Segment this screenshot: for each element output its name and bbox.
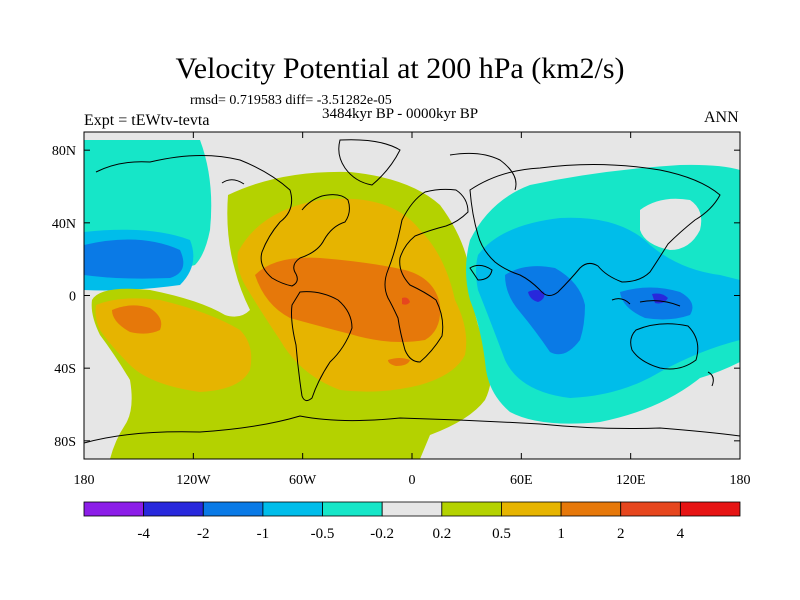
colorbar-label: -0.2: [370, 526, 394, 542]
axis-ticks: 180 120W 60W 0 60E 120E 180 80N 40N 0 40S 80S: [52, 132, 751, 488]
field-east-cyan: [476, 217, 740, 398]
x-tick-label: 60E: [510, 473, 533, 488]
field-northpacific-hole: [640, 198, 702, 250]
colorbar-swatch: [381, 501, 443, 517]
colorbar-label: -4: [137, 526, 150, 542]
colorbar-label: -1: [257, 526, 270, 542]
map-field: [84, 132, 740, 459]
x-tick-label: 180: [74, 473, 95, 488]
x-tick-label: 120W: [176, 473, 211, 488]
field-spacific-darkorange: [112, 305, 162, 334]
x-tick-label: 180: [730, 473, 751, 488]
chart-title: Velocity Potential at 200 hPa (km2/s): [175, 52, 625, 85]
experiment-label: Expt = tEWtv-tevta: [84, 112, 210, 129]
field-small-darkorange: [388, 358, 410, 366]
x-tick-label: 60W: [289, 473, 317, 488]
colorbar-swatch: [322, 501, 383, 517]
colorbar-label: -0.5: [311, 526, 335, 542]
field-east-blue: [505, 266, 585, 355]
x-tick-label: 0: [409, 473, 416, 488]
colorbar-swatch: [202, 501, 264, 517]
x-tick-label: 120E: [616, 473, 646, 488]
y-tick-label: 0: [69, 290, 76, 305]
colorbar-label: -2: [197, 526, 210, 542]
period-text: 3484kyr BP - 0000kyr BP: [322, 106, 479, 122]
colorbar-swatch: [620, 501, 681, 517]
colorbar: -4 -2 -1 -0.5 -0.2 0.2 0.5 1 2 4: [83, 501, 741, 542]
coastlines: [84, 139, 740, 444]
colorbar-swatch: [83, 501, 145, 517]
colorbar-swatch: [441, 501, 502, 517]
colorbar-label: 1: [557, 526, 565, 542]
colorbar-swatch: [262, 501, 323, 517]
colorbar-swatch: [143, 501, 204, 517]
season-label: ANN: [704, 109, 739, 126]
stats-text: rmsd= 0.719583 diff= -3.51282e-05: [190, 93, 392, 108]
field-east-blue2: [620, 287, 693, 320]
y-tick-label: 40S: [54, 362, 76, 377]
colorbar-label: 0.5: [492, 526, 511, 542]
y-tick-label: 80S: [54, 435, 76, 450]
colorbar-swatch: [560, 501, 622, 517]
field-atlantic-darkorange: [255, 257, 441, 342]
y-tick-label: 80N: [52, 144, 76, 159]
colorbar-swatch: [679, 501, 741, 517]
y-tick-label: 40N: [52, 217, 76, 232]
colorbar-label: 4: [677, 526, 685, 542]
colorbar-label: 2: [617, 526, 625, 542]
colorbar-label: 0.2: [432, 526, 451, 542]
field-west-blue: [84, 239, 184, 279]
field-east-darkblue: [528, 290, 545, 302]
colorbar-swatch: [501, 501, 562, 517]
field-max-red: [402, 297, 410, 305]
